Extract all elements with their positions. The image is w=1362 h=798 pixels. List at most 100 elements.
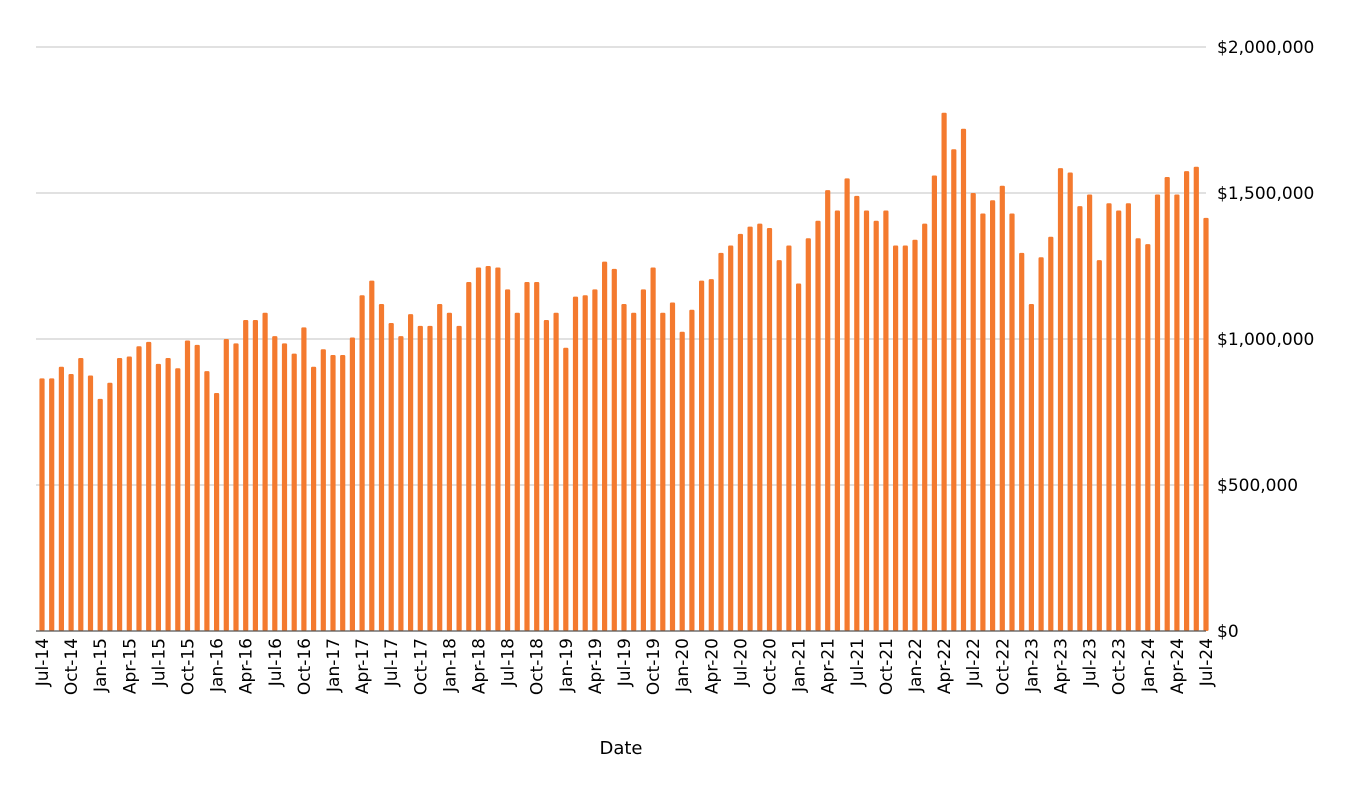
bar [844,178,850,631]
x-tick-label: Oct-15 [179,638,199,695]
y-tick-label: $2,000,000 [1217,38,1314,58]
x-axis-tick-labels: Jul-14 Oct-14 Jan-15 Apr-15 Jul-15 Oct-15 Jan-… [33,638,1217,695]
x-tick-label: Jul-21 [848,638,868,687]
bar [602,261,608,631]
bar [1077,206,1083,631]
bar [941,112,947,631]
bar [1135,238,1141,631]
bar [243,320,249,631]
bar [311,366,317,631]
x-tick-label: Oct-23 [1110,638,1130,695]
x-tick-label: Oct-18 [528,638,548,695]
bar [1145,244,1151,631]
bar [708,279,714,631]
x-axis-title: Date [599,738,642,759]
bar [611,268,617,631]
bar [97,398,103,631]
y-tick-label: $500,000 [1217,476,1298,496]
bar [572,296,579,631]
bar [728,245,734,631]
bar [1096,260,1102,631]
x-tick-label: Jan-18 [440,638,460,693]
x-tick-label: Jul-24 [1197,638,1217,687]
bar [776,260,782,631]
bar [175,368,181,631]
bar [1087,194,1093,631]
bar [883,210,889,631]
bar [1057,168,1064,631]
y-axis-tick-labels: $0 $500,000 $1,000,000 $1,500,000 $2,000,000 [1217,38,1314,642]
bar [825,190,831,631]
y-tick-label: $1,000,000 [1217,330,1314,350]
bar [252,320,258,631]
bar [495,267,501,631]
x-tick-label: Oct-19 [644,638,664,695]
bar [1009,213,1015,631]
bar [553,312,559,631]
x-tick-label: Jul-14 [33,638,53,687]
bar [485,266,491,631]
bar [417,325,423,631]
bar [1154,194,1161,631]
x-tick-label: Apr-15 [120,638,140,694]
x-tick-label: Jul-23 [1081,638,1101,687]
bar [980,213,986,631]
bar [466,282,472,631]
x-tick-label: Jan-21 [790,638,810,693]
bar [669,302,676,631]
x-tick-label: Apr-23 [1052,638,1072,694]
x-tick-label: Oct-20 [761,638,781,695]
x-tick-label: Oct-17 [411,638,431,695]
bar [388,322,394,631]
bar [340,355,346,631]
bar [999,185,1005,631]
x-tick-label: Apr-18 [470,638,490,694]
bar [1203,217,1209,631]
bar [524,282,530,631]
bar [408,314,414,631]
bar [126,356,132,631]
x-tick-label: Apr-21 [819,638,839,694]
bar [369,280,375,631]
bar [456,325,462,631]
bar [49,378,55,631]
bar [291,353,297,631]
bar [679,331,685,631]
x-tick-label: Oct-21 [877,638,897,695]
bar [757,223,763,631]
bar [1067,172,1073,631]
bar [1174,194,1180,631]
bar [378,303,385,631]
x-tick-label: Jul-19 [615,638,635,687]
x-tick-label: Jan-16 [208,638,228,693]
x-tick-label: Jul-15 [149,638,169,687]
bar [165,357,171,631]
x-tick-label: Apr-19 [586,638,606,694]
bar [990,200,996,632]
bar [1106,203,1112,631]
x-tick-label: Oct-22 [993,638,1013,695]
bar [475,267,482,631]
x-tick-label: Jul-20 [731,638,751,687]
bar [650,267,656,631]
bar [863,210,870,631]
bar [87,375,94,631]
bar [68,374,74,631]
bar [1116,210,1122,631]
bar [699,280,705,631]
x-tick-label: Jul-16 [266,638,286,687]
bar [805,238,811,631]
x-tick-label: Jan-23 [1022,638,1042,693]
bar [1048,236,1054,632]
bar [204,371,210,631]
bar [951,149,957,631]
bar [437,303,443,631]
bar [960,128,967,631]
bar [534,282,540,631]
bar [155,363,161,631]
bar [223,339,229,631]
bar [146,341,152,631]
bar [640,289,646,631]
bar [873,220,879,632]
bar [184,340,191,631]
